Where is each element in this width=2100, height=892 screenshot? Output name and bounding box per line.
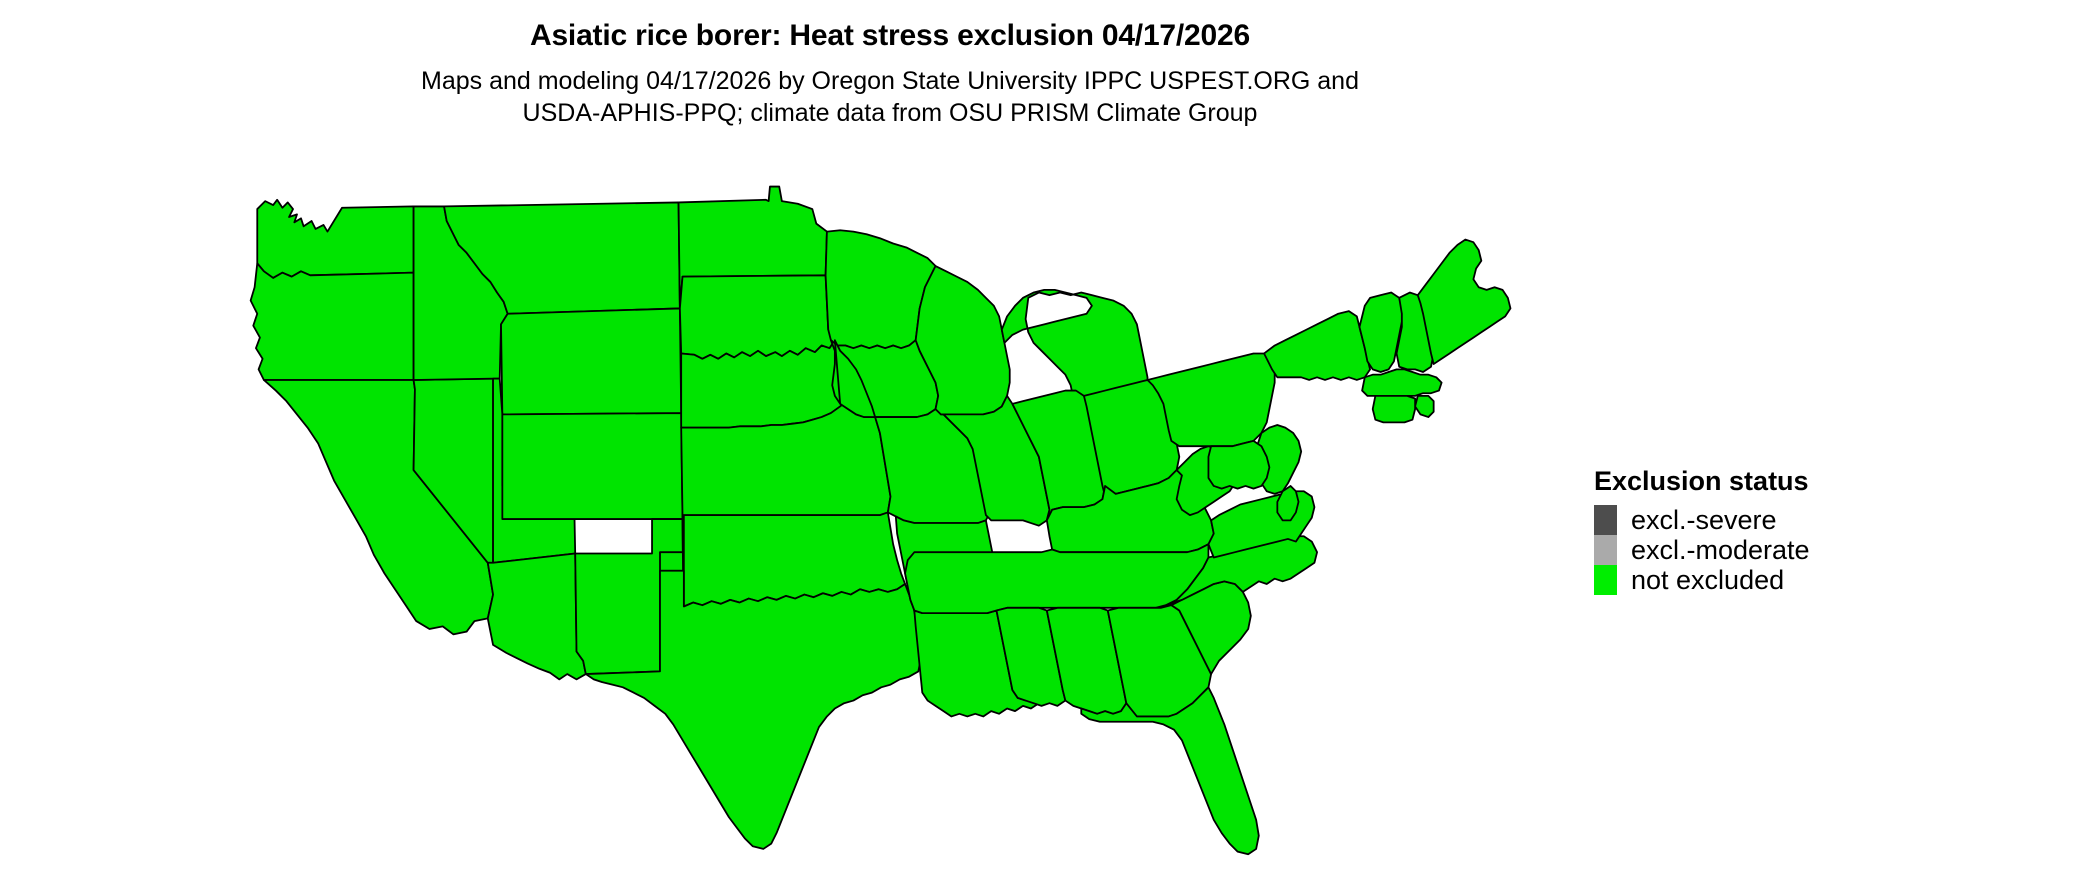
legend-title: Exclusion status: [1594, 466, 1809, 496]
state-delaware[interactable]: [1276, 485, 1300, 522]
legend-items: excl.-severe excl.-moderate not excluded: [1594, 505, 2014, 595]
states-layer: [249, 185, 1512, 856]
state-florida[interactable]: [1080, 686, 1260, 856]
state-tennessee[interactable]: [904, 543, 1210, 615]
state-south-dakota[interactable]: [678, 274, 836, 360]
legend-label-not-excluded: not excluded: [1631, 565, 1785, 595]
state-new-york[interactable]: [1263, 310, 1371, 381]
title-block: Asiatic rice borer: Heat stress exclusio…: [0, 18, 1780, 129]
state-mississippi[interactable]: [995, 606, 1067, 707]
us-map-svg: [249, 185, 1512, 856]
state-arizona[interactable]: [486, 552, 587, 681]
state-maryland[interactable]: [1207, 440, 1271, 490]
state-connecticut[interactable]: [1371, 394, 1417, 424]
legend-label-excl-severe: excl.-severe: [1631, 505, 1777, 535]
legend-item-excl-moderate[interactable]: excl.-moderate: [1594, 535, 2014, 565]
subtitle-block: Maps and modeling 04/17/2026 by Oregon S…: [0, 65, 1780, 129]
page-title: Asiatic rice borer: Heat stress exclusio…: [529, 19, 1250, 52]
state-rhode-island[interactable]: [1414, 394, 1435, 418]
legend-swatch-not-excluded: [1594, 565, 1617, 595]
state-maine[interactable]: [1416, 238, 1512, 365]
subtitle-line-2: USDA-APHIS-PPQ; climate data from OSU PR…: [522, 99, 1258, 127]
state-pennsylvania[interactable]: [1146, 352, 1276, 448]
subtitle-line-1: Maps and modeling 04/17/2026 by Oregon S…: [421, 67, 1359, 95]
legend-swatch-excl-moderate: [1594, 535, 1617, 565]
state-texas[interactable]: [584, 569, 922, 850]
state-massachusetts[interactable]: [1361, 368, 1443, 397]
state-oregon[interactable]: [249, 262, 415, 381]
legend-label-excl-moderate: excl.-moderate: [1631, 535, 1810, 565]
legend: Exclusion status excl.-severe excl.-mode…: [1594, 466, 2014, 595]
legend-item-excl-severe[interactable]: excl.-severe: [1594, 505, 2014, 535]
legend-item-not-excluded[interactable]: not excluded: [1594, 565, 2014, 595]
state-washington[interactable]: [256, 198, 415, 279]
legend-swatch-excl-severe: [1594, 505, 1617, 535]
us-map: [228, 168, 1553, 890]
state-colorado[interactable]: [501, 412, 684, 520]
state-wyoming[interactable]: [500, 307, 683, 416]
